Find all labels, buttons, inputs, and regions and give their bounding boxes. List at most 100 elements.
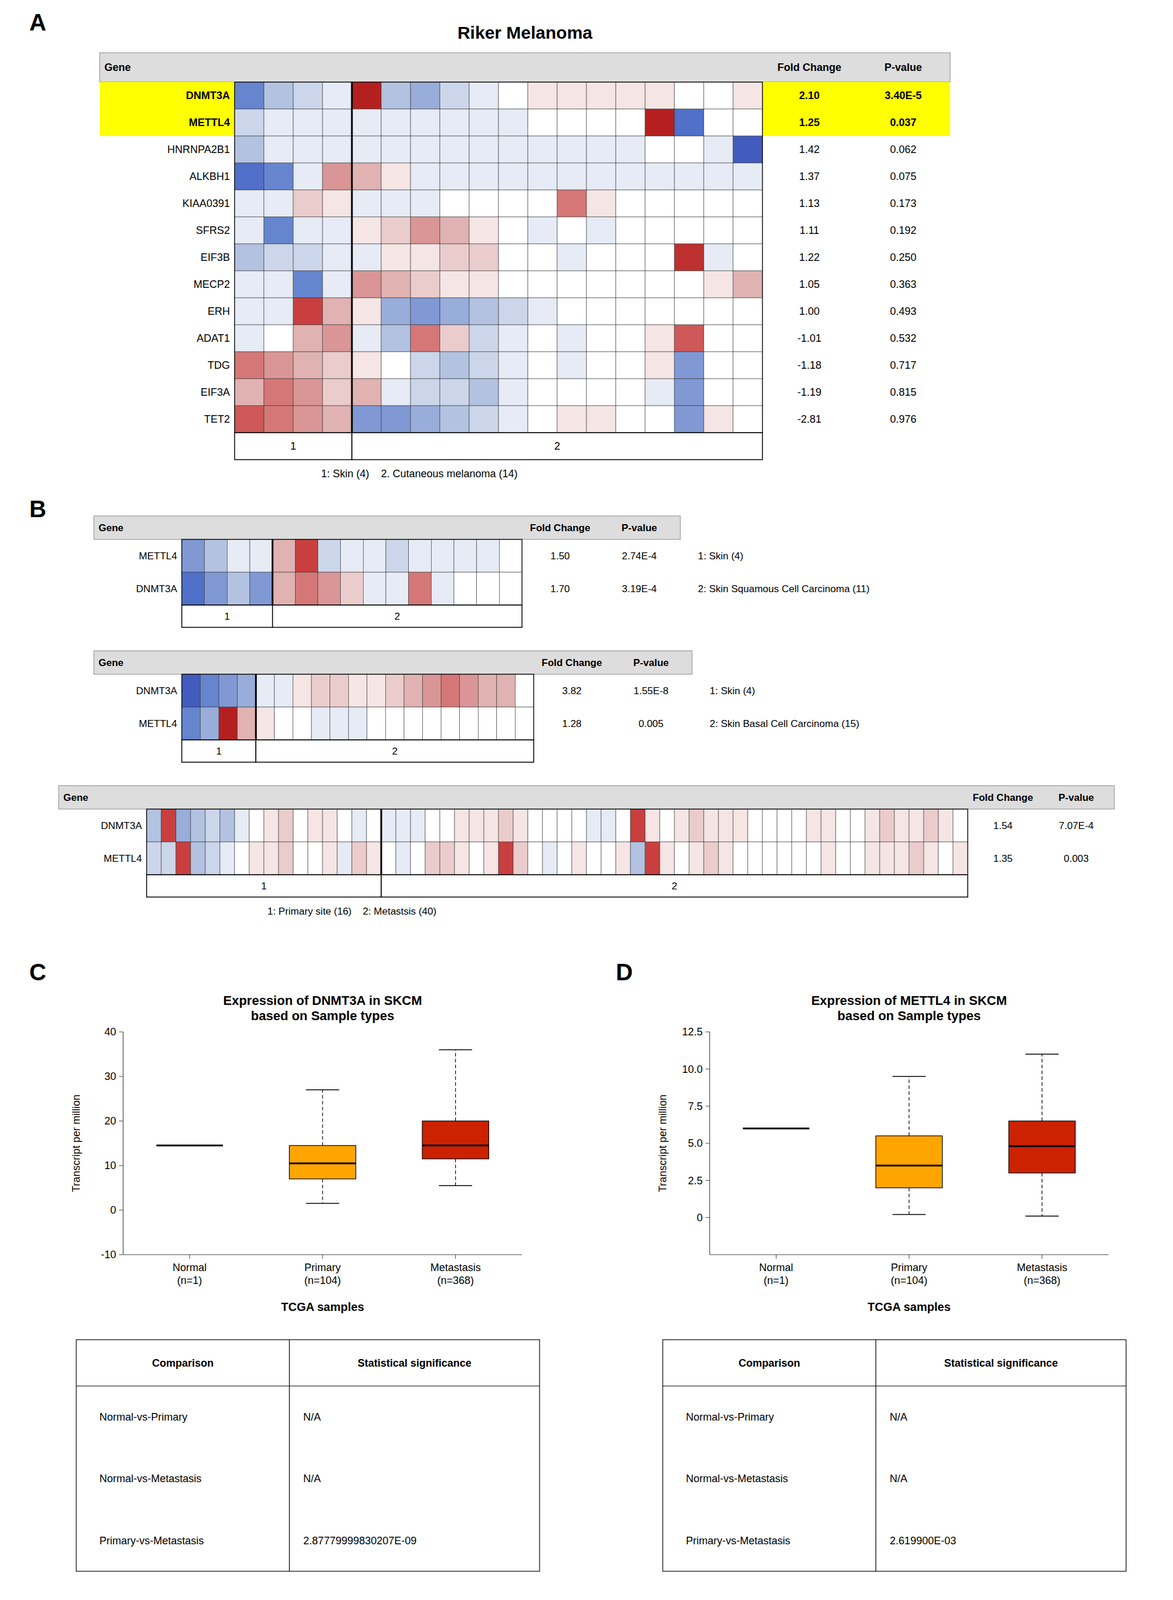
group-cell <box>272 605 522 628</box>
heatmap-cell <box>366 809 382 843</box>
heatmap-cell <box>439 163 470 191</box>
heatmap-cell <box>703 136 734 164</box>
heatmap-cell <box>439 378 470 406</box>
heatmap-cell <box>410 809 426 843</box>
heatmap-cell <box>234 109 264 137</box>
box <box>1008 1121 1076 1174</box>
gene-label: METTL4 <box>139 718 178 730</box>
text-line: 0.037 <box>889 116 917 129</box>
heatmap-cell <box>205 842 220 876</box>
text-line: 0 <box>110 1204 117 1217</box>
x-tick <box>322 1255 324 1260</box>
text-line: DNMT3A <box>136 685 178 697</box>
heatmap-cell <box>439 297 470 325</box>
y-tick <box>705 1180 710 1182</box>
heatmap-cell <box>181 674 201 708</box>
text-line: Fold Change <box>530 522 591 534</box>
heatmap-cell <box>454 842 470 876</box>
y-tick <box>705 1106 710 1107</box>
whisker-upper <box>455 1049 456 1122</box>
text-line: (n=1) <box>177 1275 203 1287</box>
heatmap-cell <box>317 572 341 606</box>
heatmap-cell <box>381 243 411 271</box>
heatmap-cell <box>476 572 500 606</box>
group-divider <box>351 82 354 460</box>
heatmap-cell <box>615 109 646 137</box>
heatmap-cell <box>586 809 602 843</box>
heatmap-cell <box>703 163 734 191</box>
gene-label: TDG <box>207 359 230 372</box>
heatmap-cell <box>367 674 386 708</box>
fold-change: 1.42 <box>798 143 820 156</box>
x-tick <box>775 1255 777 1260</box>
heatmap-cell <box>586 297 616 325</box>
heatmap-cell <box>953 842 968 876</box>
heatmap-cell <box>292 707 312 741</box>
text-line: 2.5 <box>687 1175 703 1188</box>
heatmap-cell <box>659 842 675 876</box>
box <box>156 1145 223 1147</box>
text-line: N/A <box>889 1473 908 1486</box>
heatmap-cell <box>351 270 382 298</box>
group-cell <box>181 740 256 763</box>
text-line: N/A <box>889 1411 908 1424</box>
heatmap-cell <box>293 351 323 379</box>
y-tick-label: 0 <box>696 1212 703 1225</box>
heatmap-cell <box>586 190 616 218</box>
heatmap-cell <box>498 163 528 191</box>
heatmap-cell <box>249 539 273 573</box>
heatmap-cell <box>703 109 734 137</box>
heatmap-cell <box>571 842 587 876</box>
text-line: 1.37 <box>798 170 820 183</box>
heatmap-cell <box>322 842 338 876</box>
heatmap-cells <box>146 809 968 876</box>
y-tick-label: 40 <box>104 1026 117 1039</box>
heatmap-cell <box>527 82 558 110</box>
heatmap-cell <box>527 351 558 379</box>
text-line: 1 <box>260 880 267 893</box>
table-cell: N/A <box>889 1411 908 1424</box>
chart-title: Expression of METTL4 in SKCMbased on Sam… <box>811 993 1008 1024</box>
x-tick <box>189 1255 191 1260</box>
text-line: DNMT3A <box>100 820 143 832</box>
heatmap-cell <box>363 572 386 606</box>
heatmap-cell <box>469 243 499 271</box>
heatmap-cell <box>322 243 352 271</box>
heatmap-cell <box>557 297 587 325</box>
heatmap-cell <box>234 378 264 406</box>
heatmap-cell <box>557 163 587 191</box>
text-line: Normal-vs-Metastasis <box>99 1473 202 1486</box>
heatmap-cell <box>498 217 528 244</box>
heatmap-cell <box>385 539 409 573</box>
heatmap-cell <box>615 809 631 843</box>
heatmap-cell <box>645 297 675 325</box>
y-tick-label: 7.5 <box>687 1100 703 1113</box>
text-line: Primary <box>304 1262 341 1274</box>
heatmap-cell <box>410 243 440 271</box>
text-line: Fold Change <box>973 792 1034 804</box>
heatmap-cell <box>645 163 675 191</box>
whisker-cap-lower <box>306 1203 340 1205</box>
y-axis-label: Transcript per million <box>70 1094 83 1193</box>
x-tick <box>1041 1255 1043 1260</box>
heatmap-cell <box>263 405 294 433</box>
heatmap-cell <box>381 351 411 379</box>
y-tick <box>119 1165 124 1167</box>
text-line: P-value <box>621 522 657 534</box>
heatmap-cell <box>615 842 631 876</box>
heatmap-cell <box>351 297 382 325</box>
heatmap-cell <box>557 109 587 137</box>
heatmap-cell <box>527 163 558 191</box>
text-line: (n=368) <box>1023 1275 1061 1287</box>
fold-change: 2.10 <box>798 89 820 102</box>
fold-change: 1.28 <box>561 718 582 730</box>
heatmap-cell <box>219 842 235 876</box>
heatmap-cell <box>894 842 910 876</box>
text-line: 1.70 <box>550 583 570 595</box>
heatmap-cell <box>395 842 411 876</box>
heatmap-cell <box>615 136 646 164</box>
table-divider <box>875 1340 877 1572</box>
heatmap-cell <box>439 136 470 164</box>
heatmap-cell <box>674 378 704 406</box>
heatmap-cell <box>527 842 543 876</box>
